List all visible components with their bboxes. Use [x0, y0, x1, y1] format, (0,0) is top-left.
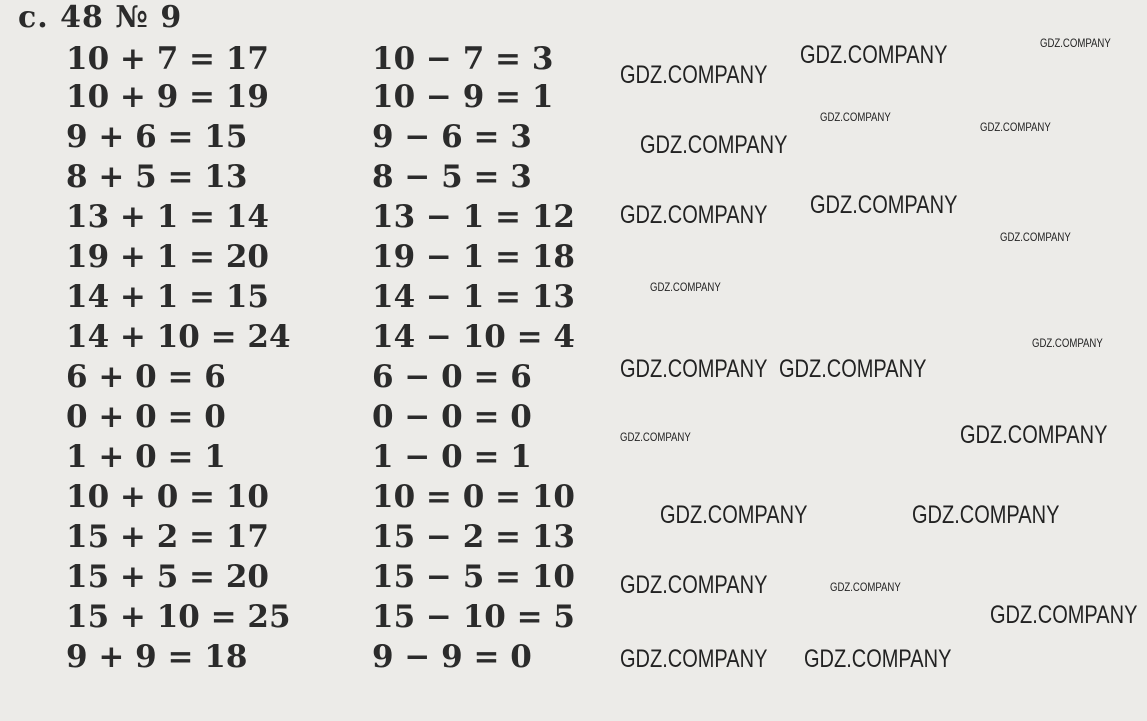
watermark: GDZ.COMPANY [1040, 36, 1111, 50]
subtraction-equation: 8 − 5 = 3 [372, 159, 532, 195]
subtraction-equation: 9 − 6 = 3 [372, 119, 532, 155]
watermark: GDZ.COMPANY [620, 355, 768, 383]
addition-equation: 14 + 1 = 15 [66, 279, 269, 315]
addition-equation: 10 + 7 = 17 [66, 41, 269, 77]
watermark: GDZ.COMPANY [800, 41, 948, 69]
watermark: GDZ.COMPANY [660, 501, 808, 529]
subtraction-equation: 15 − 2 = 13 [372, 519, 575, 555]
watermark: GDZ.COMPANY [830, 580, 901, 594]
subtraction-equation: 15 − 10 = 5 [372, 599, 575, 635]
subtraction-equation: 0 − 0 = 0 [372, 399, 532, 435]
addition-equation: 15 + 2 = 17 [66, 519, 269, 555]
subtraction-equation: 14 − 10 = 4 [372, 319, 575, 355]
watermark: GDZ.COMPANY [779, 355, 927, 383]
watermark: GDZ.COMPANY [804, 645, 952, 673]
watermark: GDZ.COMPANY [960, 421, 1108, 449]
addition-equation: 14 + 10 = 24 [66, 319, 291, 355]
watermark: GDZ.COMPANY [1000, 230, 1071, 244]
addition-equation: 8 + 5 = 13 [66, 159, 248, 195]
addition-equation: 19 + 1 = 20 [66, 239, 269, 275]
addition-equation: 0 + 0 = 0 [66, 399, 226, 435]
watermark: GDZ.COMPANY [640, 131, 788, 159]
subtraction-equation: 13 − 1 = 12 [372, 199, 575, 235]
addition-equation: 13 + 1 = 14 [66, 199, 269, 235]
subtraction-equation: 14 − 1 = 13 [372, 279, 575, 315]
subtraction-equation: 10 = 0 = 10 [372, 479, 575, 515]
watermark: GDZ.COMPANY [620, 430, 691, 444]
subtraction-equation: 9 − 9 = 0 [372, 639, 532, 675]
watermark: GDZ.COMPANY [620, 571, 768, 599]
watermark: GDZ.COMPANY [620, 61, 768, 89]
addition-equation: 15 + 5 = 20 [66, 559, 269, 595]
watermark: GDZ.COMPANY [912, 501, 1060, 529]
addition-equation: 6 + 0 = 6 [66, 359, 226, 395]
exercise-title: с. 48 № 9 [18, 0, 183, 35]
subtraction-equation: 15 − 5 = 10 [372, 559, 575, 595]
watermark: GDZ.COMPANY [650, 280, 721, 294]
watermark: GDZ.COMPANY [620, 645, 768, 673]
addition-equation: 9 + 6 = 15 [66, 119, 248, 155]
watermark: GDZ.COMPANY [990, 601, 1138, 629]
watermark: GDZ.COMPANY [980, 120, 1051, 134]
subtraction-equation: 6 − 0 = 6 [372, 359, 532, 395]
watermark: GDZ.COMPANY [810, 191, 958, 219]
watermark: GDZ.COMPANY [820, 110, 891, 124]
subtraction-equation: 19 − 1 = 18 [372, 239, 575, 275]
addition-equation: 1 + 0 = 1 [66, 439, 226, 475]
watermark: GDZ.COMPANY [620, 201, 768, 229]
subtraction-equation: 1 − 0 = 1 [372, 439, 532, 475]
addition-equation: 9 + 9 = 18 [66, 639, 248, 675]
addition-equation: 10 + 0 = 10 [66, 479, 269, 515]
addition-equation: 15 + 10 = 25 [66, 599, 291, 635]
subtraction-equation: 10 − 9 = 1 [372, 79, 554, 115]
addition-equation: 10 + 9 = 19 [66, 79, 269, 115]
watermark: GDZ.COMPANY [1032, 336, 1103, 350]
subtraction-equation: 10 − 7 = 3 [372, 41, 554, 77]
